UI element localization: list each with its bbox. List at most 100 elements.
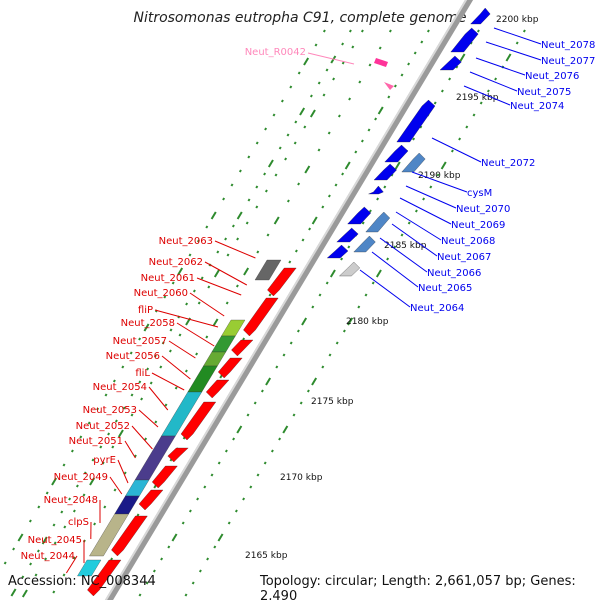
forward-gene	[243, 297, 279, 337]
gc-dot	[282, 425, 289, 434]
gc-dot	[152, 569, 156, 573]
gc-dot	[230, 183, 234, 187]
rna-gene-small	[384, 82, 394, 90]
gene-label-right: Neut_2075	[517, 87, 571, 98]
gc-dot	[308, 227, 312, 231]
gc-dot	[143, 323, 150, 332]
gc-dot	[10, 588, 17, 597]
gc-dot	[154, 420, 158, 424]
gc-dot	[63, 525, 67, 529]
gc-dot	[515, 41, 519, 45]
reverse-gene	[365, 211, 391, 233]
reverse-gene	[384, 144, 409, 163]
gc-dot	[325, 281, 329, 285]
gc-dot	[123, 471, 127, 475]
reverse-gene	[470, 7, 491, 25]
label-leader	[463, 85, 511, 106]
gc-dot	[138, 380, 142, 384]
gc-dot	[138, 337, 142, 341]
gc-dot	[12, 547, 16, 551]
gc-dot	[236, 237, 240, 241]
gc-dot	[472, 113, 476, 117]
gc-dot	[448, 77, 452, 81]
gc-dot	[89, 477, 96, 486]
gc-dot	[255, 141, 259, 145]
gc-dot	[249, 485, 253, 489]
label-leader	[493, 27, 542, 45]
rna-label: Neut_R0042	[245, 47, 306, 58]
gc-dot	[459, 53, 466, 62]
gc-dot	[386, 257, 390, 261]
gene-label-right: Neut_2066	[427, 268, 481, 279]
gc-dot	[440, 161, 447, 170]
kbp-tick-label: 2165 kbp	[245, 551, 288, 561]
gc-dot	[274, 173, 278, 177]
gc-dot	[278, 146, 282, 150]
gc-dot	[301, 317, 308, 326]
gc-dot	[68, 497, 72, 501]
gc-dot	[282, 353, 286, 357]
gc-dot	[207, 285, 211, 289]
gc-dot	[149, 381, 153, 385]
gc-dot	[117, 429, 124, 438]
label-leader	[391, 223, 438, 257]
gc-dot	[44, 557, 48, 561]
gc-dot	[407, 221, 411, 225]
gene-label-right: Neut_2064	[410, 303, 464, 314]
gc-dot	[522, 29, 526, 33]
gc-dot	[322, 29, 326, 33]
gc-dot	[62, 463, 66, 467]
gc-dot	[412, 137, 416, 141]
gc-dot	[245, 221, 249, 225]
kbp-tick-label: 2175 kbp	[311, 397, 354, 407]
gc-dot	[21, 575, 25, 579]
gc-dot	[79, 435, 83, 439]
gc-dot	[188, 253, 192, 257]
reverse-gene	[368, 185, 384, 195]
gc-dot	[225, 301, 229, 305]
gc-dot	[75, 484, 79, 488]
gc-dot	[358, 80, 362, 84]
gc-dot	[321, 365, 325, 369]
backbone-highlight	[104, 0, 468, 600]
gc-dot	[311, 305, 315, 309]
gc-dot	[297, 71, 301, 75]
gc-dot	[387, 95, 391, 99]
gc-dot	[91, 458, 95, 462]
gc-dot	[136, 513, 140, 517]
gc-dot	[169, 328, 173, 332]
gc-dot	[393, 245, 397, 249]
gene-block	[114, 495, 140, 515]
label-leader	[189, 292, 225, 317]
gc-dot	[17, 533, 24, 542]
gc-dot	[420, 40, 424, 44]
gc-dot	[82, 493, 86, 497]
reverse-gene	[353, 235, 376, 253]
gc-dot	[212, 318, 219, 327]
label-leader	[379, 237, 428, 273]
gc-dot	[206, 557, 210, 561]
gc-dot	[337, 114, 341, 118]
gc-dot	[289, 85, 293, 89]
gc-dot	[29, 562, 33, 566]
gc-dot	[224, 449, 228, 453]
gc-dot	[371, 281, 375, 285]
label-leader	[161, 355, 191, 380]
gene-label-left: fliP	[138, 305, 153, 316]
gc-dot	[246, 413, 250, 417]
gc-dot	[216, 250, 220, 254]
gc-dot	[260, 389, 264, 393]
gc-dot	[256, 250, 260, 254]
gc-dot	[51, 477, 58, 486]
gc-dot	[335, 341, 339, 345]
gene-label-left: Neut_2049	[54, 472, 108, 483]
gc-dot	[210, 473, 214, 477]
label-leader	[138, 409, 159, 428]
label-leader	[411, 171, 468, 193]
gc-dot	[340, 257, 344, 261]
gc-dot	[348, 29, 352, 33]
gc-dot	[303, 125, 307, 129]
gc-dot	[113, 488, 117, 492]
forward-gene	[267, 267, 297, 297]
